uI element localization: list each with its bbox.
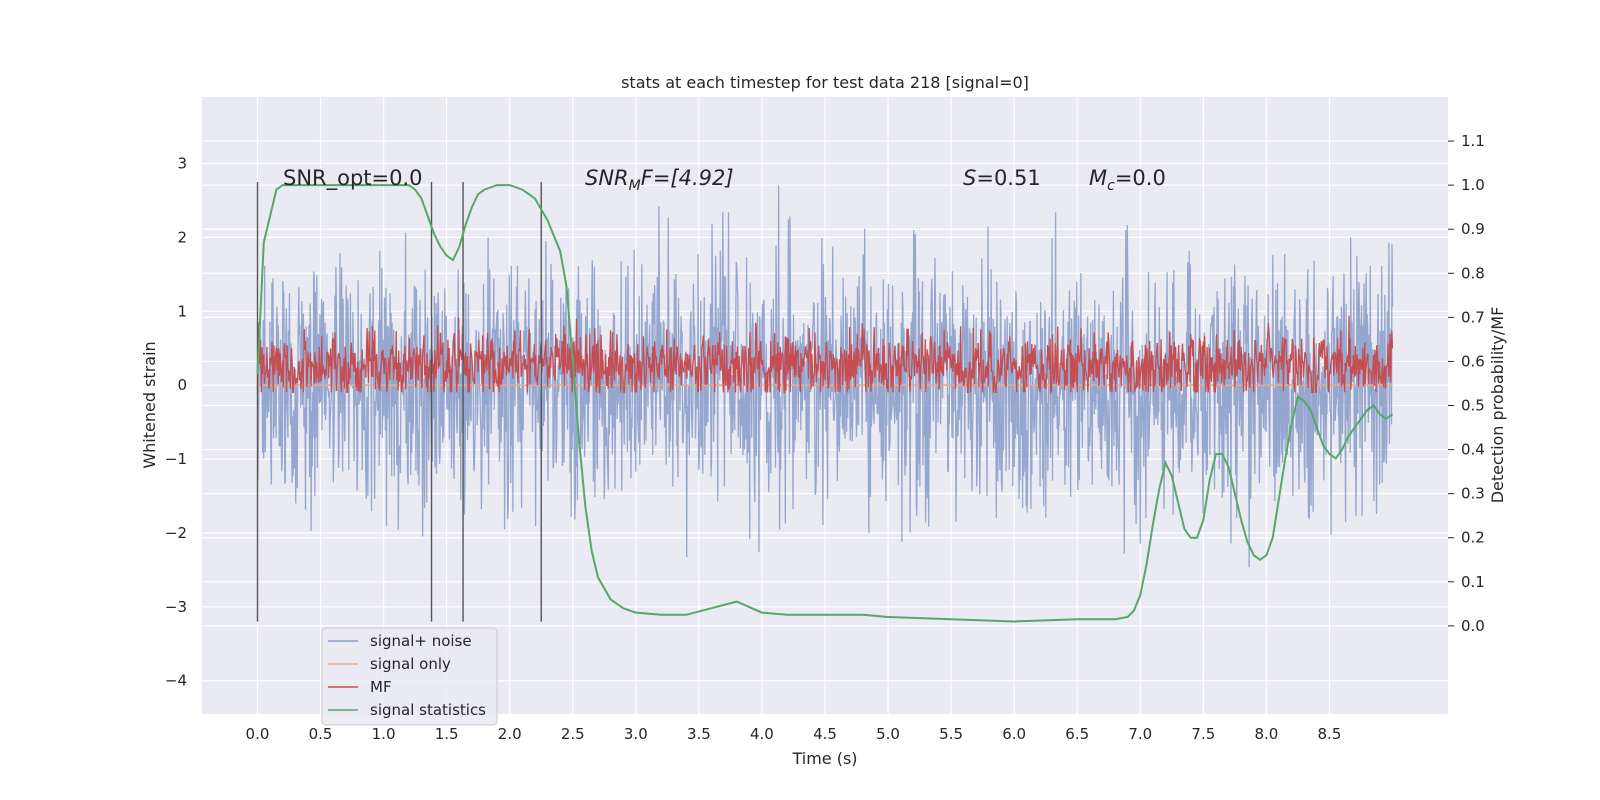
y-left-tick-label: 3 xyxy=(177,155,187,173)
legend-label-signal-statistics: signal statistics xyxy=(370,701,486,719)
x-tick-label: 0.0 xyxy=(246,725,270,743)
legend-box xyxy=(321,627,498,726)
x-tick-label: 1.0 xyxy=(372,725,396,743)
y-right-tick-labels: 1.1 1.0 0.9 0.8 0.7 0.6 0.5 0.4 0.3 0.2 0.1 0.0 xyxy=(1448,132,1485,635)
annotation-snr-mf-sub: M xyxy=(629,178,641,194)
x-tick-label: 2.0 xyxy=(498,725,522,743)
y-right-tick-label: 0.6 xyxy=(1461,352,1485,370)
series-mf xyxy=(256,315,1394,394)
x-tick-label: 1.5 xyxy=(435,725,459,743)
x-tick-label: 3.0 xyxy=(624,725,648,743)
series-signal-statistics xyxy=(256,184,1394,623)
y-right-tick-label: 0.5 xyxy=(1461,397,1485,415)
legend: signal+ noise signal only MF signal stat… xyxy=(321,627,498,726)
annotation-mc-sub: c xyxy=(1107,178,1115,194)
y-right-tick-label: 0.3 xyxy=(1461,485,1485,503)
x-tick-labels: 0.0 0.5 1.0 1.5 2.0 2.5 3.0 3.5 4.0 4.5 5.0 5.5 6.0 6… xyxy=(246,725,1342,743)
x-tick-label: 2.5 xyxy=(561,725,585,743)
y-left-tick-label: −2 xyxy=(165,524,187,542)
x-tick-label: 4.5 xyxy=(813,725,837,743)
line-signal-statistics xyxy=(256,184,1394,623)
y-right-tick-label: 1.1 xyxy=(1461,132,1485,150)
y-right-tick-label: 0.7 xyxy=(1461,308,1485,326)
annotation-snr-mf-rest: F=[4.92] xyxy=(641,166,734,190)
y-right-tick-label: 0.0 xyxy=(1461,617,1485,635)
x-tick-label: 6.0 xyxy=(1002,725,1026,743)
y-right-tick-label: 0.9 xyxy=(1461,220,1485,238)
vertical-markers xyxy=(256,181,542,622)
annotation-s-rest: =0.51 xyxy=(976,166,1040,190)
x-tick-label: 5.0 xyxy=(876,725,900,743)
y-axis-right-label: Detection probability/MF xyxy=(1488,307,1507,504)
y-left-tick-label: −3 xyxy=(165,598,187,616)
y-right-tick-label: 0.2 xyxy=(1461,529,1485,547)
x-tick-label: 6.5 xyxy=(1065,725,1089,743)
legend-label-mf: MF xyxy=(370,678,392,696)
x-tick-label: 8.5 xyxy=(1318,725,1342,743)
annotation-snr-mf-var: SNR xyxy=(585,166,629,190)
x-tick-label: 7.0 xyxy=(1128,725,1152,743)
y-left-tick-label: −1 xyxy=(165,450,187,468)
annotation-snr-opt: SNR_opt=0.0 xyxy=(283,166,423,191)
y-left-tick-label: 0 xyxy=(177,376,187,394)
y-axis-left-label: Whitened strain xyxy=(140,341,159,468)
x-tick-label: 7.5 xyxy=(1191,725,1215,743)
x-tick-label: 8.0 xyxy=(1254,725,1278,743)
annotation-s-var: S xyxy=(963,166,976,190)
line-mf xyxy=(256,315,1394,394)
x-tick-label: 5.5 xyxy=(939,725,963,743)
annotation-s: S=0.51 xyxy=(963,166,1041,190)
y-right-tick-label: 0.8 xyxy=(1461,264,1485,282)
legend-label-signal-only: signal only xyxy=(370,655,451,673)
y-left-tick-label: −4 xyxy=(165,672,187,690)
annotation-mc-var: M xyxy=(1089,166,1107,190)
annotation-mc: Mc=0.0 xyxy=(1089,166,1166,194)
x-tick-label: 3.5 xyxy=(687,725,711,743)
y-right-tick-label: 1.0 xyxy=(1461,176,1485,194)
chart-title: stats at each timestep for test data 218… xyxy=(621,73,1029,92)
annotation-mc-rest: =0.0 xyxy=(1115,166,1166,190)
y-left-tick-label: 2 xyxy=(177,228,187,246)
y-right-tick-label: 0.1 xyxy=(1461,573,1485,591)
x-tick-label: 4.0 xyxy=(750,725,774,743)
x-axis-label: Time (s) xyxy=(791,749,857,768)
x-tick-label: 0.5 xyxy=(309,725,333,743)
annotation-snr-mf: SNRMF=[4.92] xyxy=(585,166,734,194)
y-right-tick-label: 0.4 xyxy=(1461,441,1485,459)
y-left-tick-labels: 3 2 1 0 −1 −2 −3 −4 xyxy=(165,155,187,690)
legend-label-signal-noise: signal+ noise xyxy=(370,632,472,650)
y-left-tick-label: 1 xyxy=(177,302,187,320)
